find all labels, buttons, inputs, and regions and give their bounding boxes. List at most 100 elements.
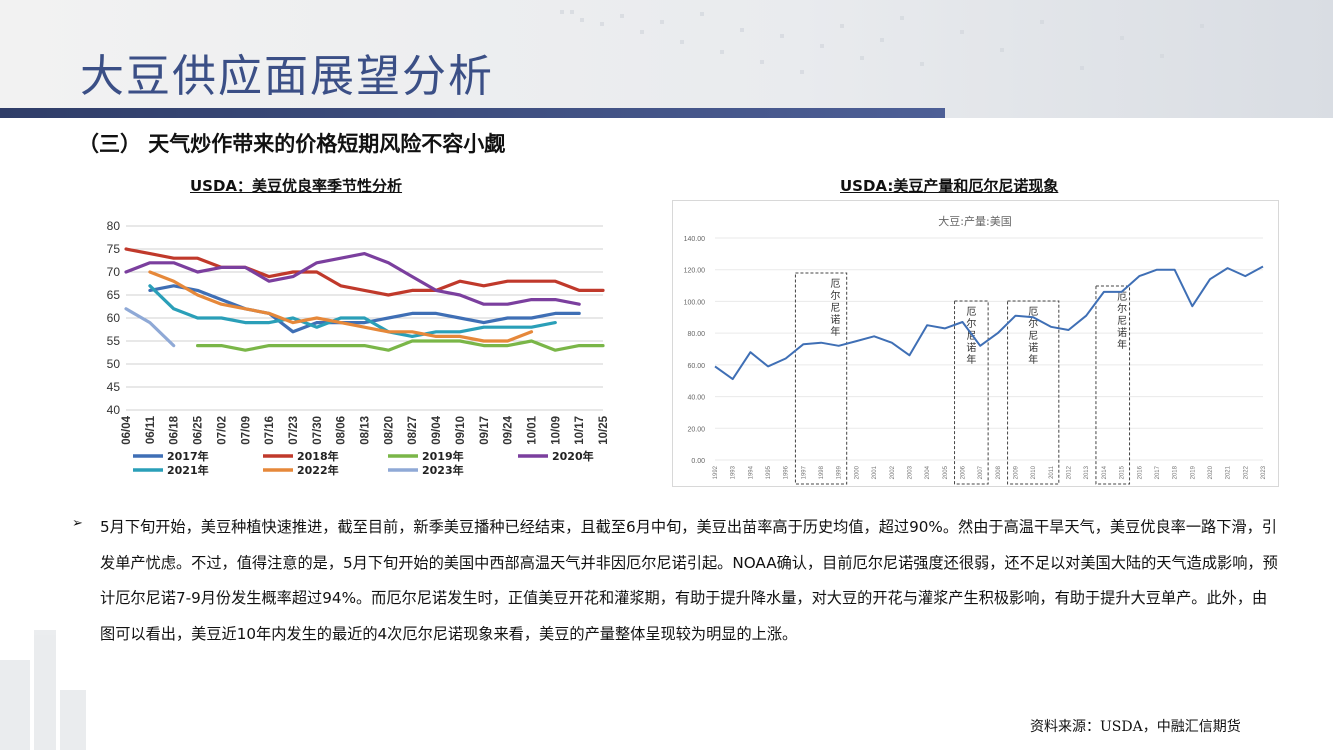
source-note: 资料来源：USDA，中融汇信期货	[1030, 719, 1241, 735]
x-tick-label: 09/17	[479, 416, 491, 445]
x-tick-label: 2022	[1243, 465, 1249, 479]
chart-title: 大豆:产量:美国	[938, 214, 1011, 228]
x-tick-label: 1999	[837, 465, 843, 479]
x-tick-label: 1997	[801, 465, 807, 479]
el-nino-label-char: 厄	[966, 306, 976, 318]
el-nino-label-char: 尔	[1117, 302, 1127, 315]
x-tick-label: 2009	[1014, 465, 1020, 479]
x-tick-label: 2004	[925, 465, 931, 479]
el-nino-label-char: 尼	[1028, 330, 1038, 342]
x-tick-label: 06/11	[145, 415, 157, 444]
x-tick-label: 06/04	[121, 415, 133, 444]
x-tick-label: 09/24	[503, 415, 515, 444]
x-tick-label: 2002	[890, 465, 896, 479]
y-tick-label: 50	[107, 357, 121, 371]
series-line-2023年	[124, 307, 176, 348]
x-tick-label: 09/10	[455, 416, 467, 445]
y-tick-label: 60.00	[687, 363, 705, 370]
el-nino-label-char: 尔	[966, 317, 976, 330]
y-tick-label: 140.00	[684, 236, 706, 243]
legend-label: 2022年	[297, 463, 339, 477]
el-nino-label-char: 诺	[830, 314, 840, 326]
x-tick-label: 2000	[854, 465, 860, 479]
y-tick-label: 80	[107, 219, 121, 233]
x-tick-label: 10/01	[526, 415, 538, 444]
x-tick-label: 2015	[1120, 465, 1126, 479]
el-nino-box	[794, 272, 848, 485]
x-tick-label: 2012	[1067, 465, 1073, 479]
left-chart-caption: USDA：美豆优良率季节性分析	[190, 177, 403, 195]
x-tick-label: 07/23	[288, 416, 300, 445]
legend-label: 2019年	[422, 449, 464, 463]
x-tick-label: 06/25	[193, 415, 205, 444]
y-tick-label: 0.00	[691, 458, 705, 465]
x-tick-label: 2017	[1155, 465, 1161, 479]
series-line-2020年	[124, 252, 581, 306]
el-nino-label-char: 尼	[966, 330, 976, 342]
y-tick-label: 20.00	[687, 426, 705, 433]
x-tick-label: 07/16	[264, 416, 276, 445]
legend-label: 2017年	[167, 449, 209, 463]
el-nino-label-char: 年	[1028, 353, 1038, 366]
x-tick-label: 07/09	[240, 416, 252, 445]
x-tick-label: 2010	[1031, 465, 1037, 479]
el-nino-box	[954, 300, 989, 485]
el-nino-label-char: 厄	[1028, 306, 1038, 318]
y-tick-label: 80.00	[687, 331, 705, 338]
x-tick-label: 10/25	[598, 415, 610, 444]
x-tick-label: 1993	[731, 465, 737, 479]
x-tick-label: 2001	[872, 465, 878, 479]
x-tick-label: 2008	[996, 465, 1002, 479]
x-tick-label: 06/18	[169, 415, 181, 444]
el-nino-label-char: 尔	[1028, 317, 1038, 330]
bullet-arrow-icon: ➢	[72, 516, 83, 531]
x-tick-label: 2023	[1261, 465, 1267, 479]
x-tick-label: 1995	[766, 465, 772, 479]
series-line-2021年	[148, 284, 557, 338]
y-tick-label: 40.00	[687, 395, 705, 402]
x-tick-label: 08/20	[383, 416, 395, 445]
y-tick-label: 55	[107, 334, 121, 348]
series-line-2022年	[148, 270, 534, 343]
y-tick-label: 65	[107, 288, 121, 302]
series-line-2019年	[196, 339, 605, 352]
x-tick-label: 2021	[1226, 465, 1232, 479]
x-tick-label: 2020	[1208, 465, 1214, 479]
y-tick-label: 40	[107, 403, 121, 417]
analysis-paragraph: 5月下旬开始，美豆种植快速推进，截至目前，新季美豆播种已经结束，且截至6月中旬，…	[100, 518, 1278, 643]
y-tick-label: 45	[107, 380, 121, 394]
x-tick-label: 1996	[784, 465, 790, 479]
y-tick-label: 120.00	[684, 268, 706, 275]
legend-label: 2018年	[297, 449, 339, 463]
title-underline-bar	[0, 108, 945, 118]
el-nino-label-char: 诺	[966, 342, 976, 354]
x-tick-label: 10/17	[574, 416, 586, 445]
x-tick-label: 2018	[1173, 465, 1179, 479]
x-tick-label: 1998	[819, 465, 825, 479]
el-nino-label-char: 年	[830, 325, 840, 338]
page-title: 大豆供应面展望分析	[80, 51, 494, 102]
el-nino-label-char: 厄	[830, 278, 840, 290]
y-tick-label: 75	[107, 242, 121, 256]
x-tick-label: 2011	[1049, 465, 1055, 479]
el-nino-box	[1007, 300, 1060, 485]
x-tick-label: 10/09	[550, 416, 562, 445]
el-nino-label-char: 尼	[1117, 315, 1127, 327]
x-tick-label: 2016	[1137, 465, 1143, 479]
right-chart-caption: USDA:美豆产量和厄尔尼诺现象	[840, 177, 1059, 195]
series-line-2018年	[124, 247, 605, 297]
us-soybean-production-chart: 大豆:产量:美国 0.00 20.00 40.00 60.00 80.00 100.00 12…	[684, 214, 1267, 485]
x-tick-label: 2006	[960, 465, 966, 479]
x-tick-label: 09/04	[431, 415, 443, 444]
legend-label: 2020年	[552, 449, 594, 463]
section-subtitle: （三） 天气炒作带来的价格短期风险不容小觑	[78, 132, 506, 156]
production-series-line	[714, 265, 1264, 381]
el-nino-label-char: 诺	[1028, 342, 1038, 354]
x-tick-label: 2014	[1102, 465, 1108, 479]
x-tick-label: 08/27	[407, 416, 419, 445]
x-tick-label: 07/02	[216, 416, 228, 445]
el-nino-label-char: 诺	[1117, 327, 1127, 339]
el-nino-label-char: 年	[966, 353, 976, 366]
x-tick-label: 2013	[1084, 465, 1090, 479]
series-line-2017年	[148, 284, 581, 334]
